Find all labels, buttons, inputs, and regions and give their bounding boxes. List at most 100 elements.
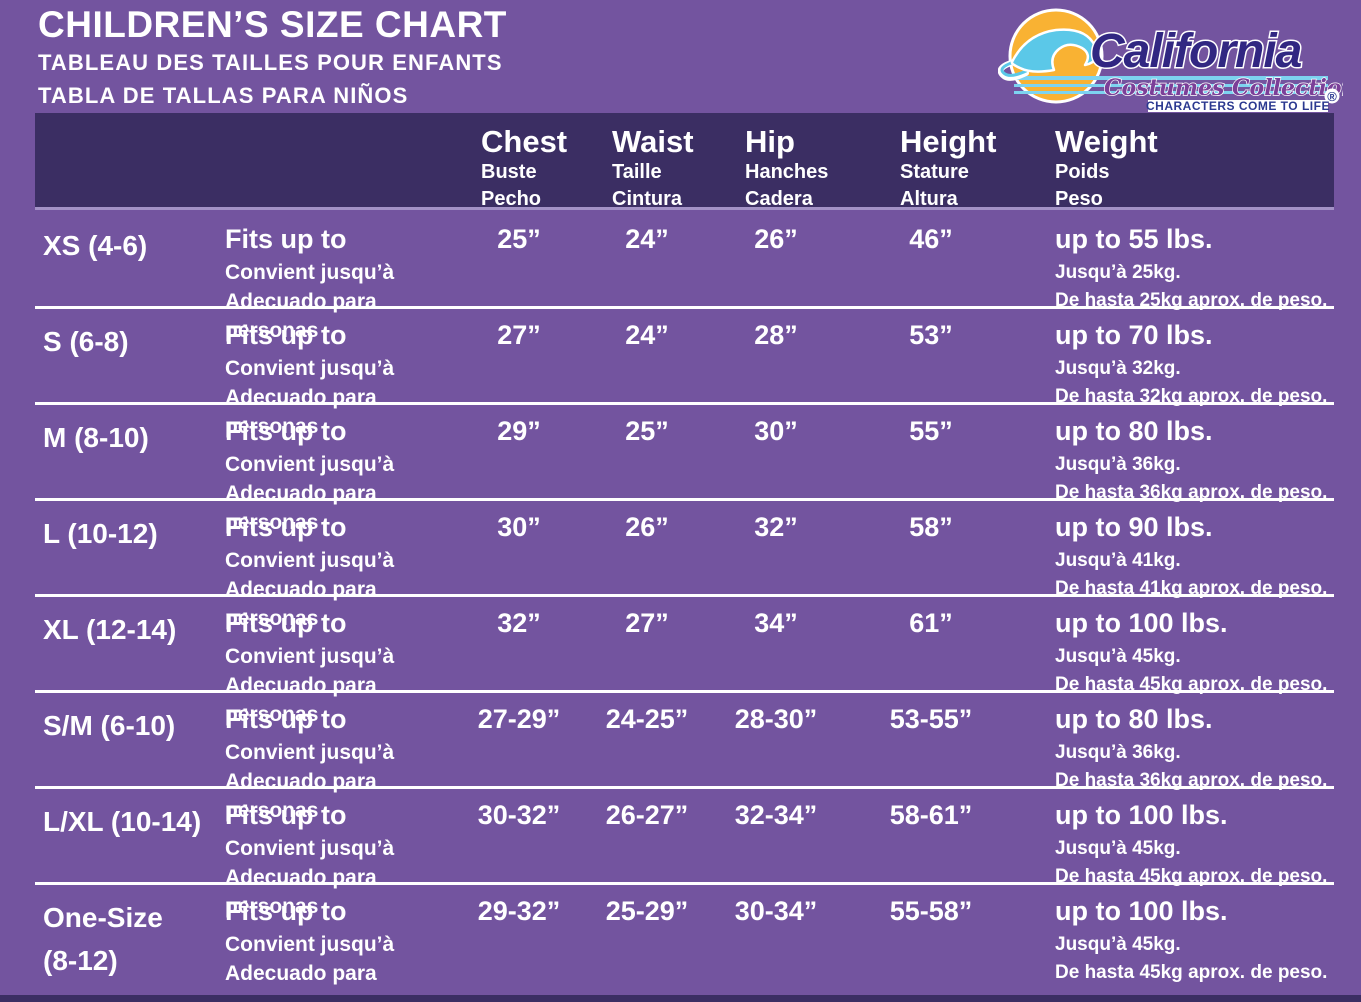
waist-value: 25-29” <box>605 896 689 926</box>
fits-cell: Fits up to Convient jusqu’à Adecuado par… <box>225 693 455 826</box>
brand-logo: California Costumes Collection Inc ® CHA… <box>997 4 1361 113</box>
size-cell: S (6-8) <box>35 309 225 442</box>
column-sub-fr: Stature <box>900 161 969 184</box>
waist-value: 24” <box>625 224 669 254</box>
weight-fr: Jusqu’à 41kg. <box>1055 550 1181 571</box>
fits-cell: Fits up to Convient jusqu’à Adecuado par… <box>225 405 455 538</box>
waist-value: 25” <box>625 416 669 446</box>
chest-value: 27” <box>497 320 541 350</box>
fits-en: Fits up to <box>225 416 347 446</box>
logo-script-text: Costumes Collection Inc <box>1104 75 1343 101</box>
title-block: CHILDREN’S SIZE CHART TABLEAU DES TAILLE… <box>38 4 507 111</box>
size-cell: One-Size (8-12) <box>35 885 225 1002</box>
fits-en: Fits up to <box>225 224 347 254</box>
column-header-band: Chest Buste Pecho Waist Taille Cintura H… <box>35 113 1334 210</box>
size-label: XS (4-6) <box>43 230 148 261</box>
page-title: CHILDREN’S SIZE CHART <box>38 4 507 45</box>
size-label: S/M (6-10) <box>43 710 176 741</box>
weight-es: De hasta 32kg aprox. de peso. <box>1055 385 1328 407</box>
fits-fr: Convient jusqu’à <box>225 453 395 476</box>
hip-value: 26” <box>754 224 798 254</box>
stripes-icon <box>1014 76 1328 94</box>
table-row: L/XL (10-14) Fits up to Convient jusqu’à… <box>35 789 1334 918</box>
table-row: M (8-10) Fits up to Convient jusqu’à Ade… <box>35 405 1334 534</box>
height-value: 61” <box>909 608 953 638</box>
weight-en: up to 80 lbs. <box>1055 416 1213 446</box>
height-value: 55” <box>909 416 953 446</box>
fits-es: Adecuado para personas <box>225 673 377 726</box>
chest-value: 25” <box>497 224 541 254</box>
weight-es: De hasta 36kg aprox. de peso. <box>1055 481 1328 503</box>
height-value: 53-55” <box>889 704 973 734</box>
fits-cell: Fits up to Convient jusqu’à Adecuado par… <box>225 213 455 346</box>
waist-value: 24-25” <box>605 704 689 734</box>
size-label: M (8-10) <box>43 422 149 453</box>
table-row: S (6-8) Fits up to Convient jusqu’à Adec… <box>35 309 1334 438</box>
height-value: 46” <box>909 224 953 254</box>
weight-cell: up to 90 lbs. Jusqu’à 41kg. De hasta 41k… <box>1021 501 1334 634</box>
california-costumes-logo-icon: California Costumes Collection Inc ® CHA… <box>997 8 1361 113</box>
fits-es: Adecuado para personas <box>225 769 377 822</box>
chest-value: 30” <box>497 512 541 542</box>
registered-mark-bg <box>1324 88 1340 104</box>
column-header-waist: Waist Taille Cintura <box>583 113 711 213</box>
size-cell: M (8-10) <box>35 405 225 538</box>
weight-fr: Jusqu’à 36kg. <box>1055 742 1181 763</box>
weight-cell: up to 80 lbs. Jusqu’à 36kg. De hasta 36k… <box>1021 405 1334 538</box>
weight-cell: up to 100 lbs. Jusqu’à 45kg. De hasta 45… <box>1021 885 1334 1002</box>
column-sub-fr: Taille <box>612 161 662 184</box>
table-row: L (10-12) Fits up to Convient jusqu’à Ad… <box>35 501 1334 630</box>
chest-value: 30-32” <box>477 800 561 830</box>
hip-value: 28-30” <box>734 704 818 734</box>
fits-en: Fits up to <box>225 608 347 638</box>
column-label: Weight <box>1055 124 1158 159</box>
size-cell: XS (4-6) <box>35 213 225 346</box>
weight-es: De hasta 36kg aprox. de peso. <box>1055 769 1328 791</box>
weight-cell: up to 100 lbs. Jusqu’à 45kg. De hasta 45… <box>1021 597 1334 730</box>
fits-fr: Convient jusqu’à <box>225 261 395 284</box>
column-sub-es: Cadera <box>745 188 813 211</box>
fits-en: Fits up to <box>225 704 347 734</box>
brand-wordmark: California <box>1090 25 1302 78</box>
weight-fr: Jusqu’à 45kg. <box>1055 646 1181 667</box>
column-sub-fr: Poids <box>1055 161 1110 184</box>
fits-cell: Fits up to Convient jusqu’à Adecuado par… <box>225 501 455 634</box>
chest-value: 29-32” <box>477 896 561 926</box>
waist-value: 24” <box>625 320 669 350</box>
size-cell: S/M (6-10) <box>35 693 225 826</box>
logo-tagline: CHARACTERS COME TO LIFE <box>1146 99 1330 112</box>
size-cell: L (10-12) <box>35 501 225 634</box>
fits-fr: Convient jusqu’à <box>225 933 395 956</box>
weight-es: De hasta 45kg aprox. de peso. <box>1055 673 1328 695</box>
header-size-spacer <box>35 113 225 213</box>
size-label-line2: (8-12) <box>43 945 118 977</box>
size-label: L/XL (10-14) <box>43 806 202 837</box>
weight-es: De hasta 25kg aprox. de peso. <box>1055 289 1328 311</box>
header-fits-spacer <box>225 113 455 213</box>
column-header-height: Height Stature Altura <box>841 113 1021 213</box>
weight-en: up to 90 lbs. <box>1055 512 1213 542</box>
fits-es: Adecuado para personas <box>225 385 377 438</box>
weight-en: up to 100 lbs. <box>1055 896 1228 926</box>
weight-en: up to 100 lbs. <box>1055 608 1228 638</box>
weight-fr: Jusqu’à 45kg. <box>1055 838 1181 859</box>
fits-cell: Fits up to Convient jusqu’à Adecuado par… <box>225 597 455 730</box>
waist-value: 26-27” <box>605 800 689 830</box>
weight-es: De hasta 41kg aprox. de peso. <box>1055 577 1328 599</box>
fits-fr: Convient jusqu’à <box>225 357 395 380</box>
chest-value: 32” <box>497 608 541 638</box>
size-label: XL (12-14) <box>43 614 177 645</box>
weight-cell: up to 70 lbs. Jusqu’à 32kg. De hasta 32k… <box>1021 309 1334 442</box>
table-row: One-Size (8-12) Fits up to Convient jusq… <box>35 885 1334 1002</box>
column-sub-es: Altura <box>900 188 958 211</box>
size-label: S (6-8) <box>43 326 129 357</box>
hip-value: 30-34” <box>734 896 818 926</box>
weight-fr: Jusqu’à 25kg. <box>1055 262 1181 283</box>
size-cell: L/XL (10-14) <box>35 789 225 922</box>
weight-fr: Jusqu’à 32kg. <box>1055 358 1181 379</box>
hip-value: 32” <box>754 512 798 542</box>
fits-cell: Fits up to Convient jusqu’à Adecuado par… <box>225 309 455 442</box>
fits-en: Fits up to <box>225 800 347 830</box>
weight-en: up to 55 lbs. <box>1055 224 1213 254</box>
